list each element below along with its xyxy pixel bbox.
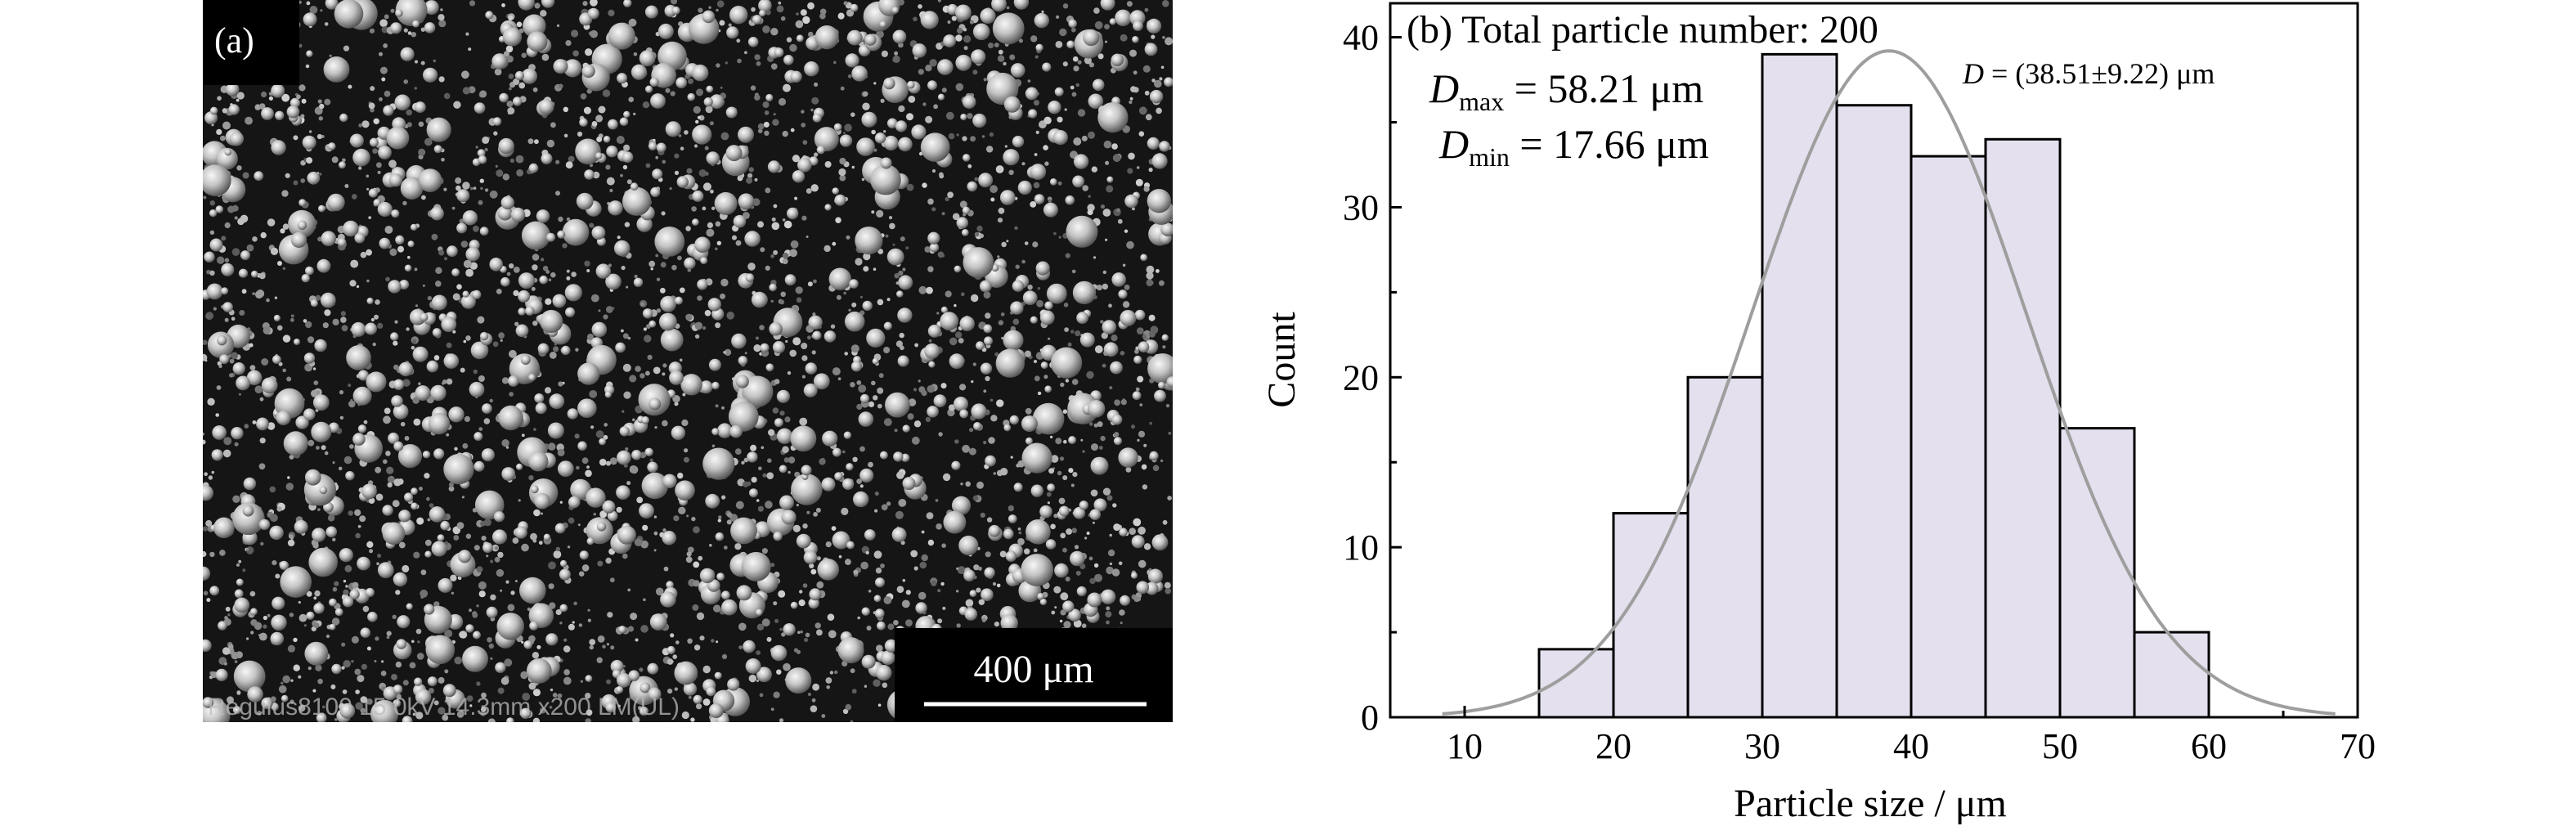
sem-particles (203, 0, 1173, 722)
x-tick-label: 10 (1447, 726, 1483, 766)
x-tick-label: 50 (2042, 726, 2078, 766)
histogram-bar (1686, 375, 1764, 719)
panel-a-label-box (203, 0, 299, 85)
dmean-annotation: D = (38.51±9.22) μm (1962, 57, 2215, 90)
histogram-bar (2058, 427, 2136, 719)
y-tick-label: 40 (1343, 18, 1379, 58)
panel-a-label: (a) (214, 20, 254, 61)
x-tick-label: 30 (1744, 726, 1780, 766)
x-tick-label: 60 (2191, 726, 2227, 766)
y-tick-label: 10 (1343, 527, 1379, 568)
x-axis-ticks: 10 20 30 40 50 60 70 (1389, 706, 2376, 766)
x-tick-label: 20 (1595, 726, 1631, 766)
dmin-annotation: Dmin = 17.66 μm (1438, 121, 1709, 172)
histogram-bar (1984, 137, 2062, 719)
dmax-annotation: Dmax = 58.21 μm (1429, 65, 1703, 116)
gaussian-fit-curve (1442, 49, 2336, 716)
histogram-bar (1910, 155, 1987, 719)
y-tick-label: 30 (1343, 187, 1379, 227)
histogram-bar (1835, 104, 1913, 719)
scale-bar-label: 400 μm (973, 648, 1093, 691)
histogram-bar (2133, 631, 2210, 719)
y-axis-ticks: 0 10 20 30 40 (1343, 18, 1402, 738)
x-tick-label: 70 (2340, 726, 2376, 766)
chart-title: (b) Total particle number: 200 (1407, 8, 1878, 52)
x-axis-label: Particle size / μm (1734, 782, 2007, 825)
histogram-bar (1761, 52, 1838, 719)
plot-frame (1389, 2, 2359, 719)
scale-bar-box (895, 628, 1173, 722)
sem-footer-text: Regulus8100 15.0kV 14.3mm x200 LM(UL) (208, 694, 680, 721)
y-tick-label: 0 (1361, 698, 1379, 738)
x-tick-label: 40 (1893, 726, 1929, 766)
y-tick-label: 20 (1343, 357, 1379, 397)
histogram-bar (1537, 648, 1615, 719)
histogram-bars (1537, 52, 2210, 719)
y-axis-label: Count (1260, 312, 1304, 408)
